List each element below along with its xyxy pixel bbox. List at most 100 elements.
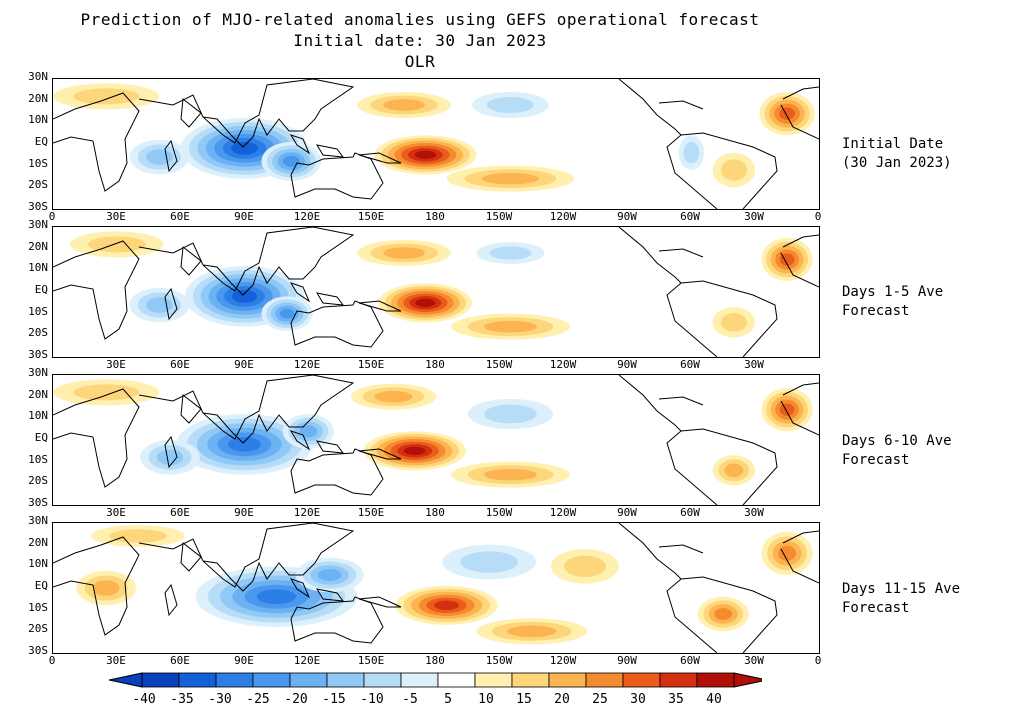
coastline <box>782 530 819 544</box>
coastline <box>180 542 202 572</box>
lon-label: 180 <box>425 506 445 519</box>
coastline <box>680 280 778 357</box>
coastline <box>138 375 355 444</box>
colorbar-swatch <box>696 672 735 688</box>
coastline <box>666 134 718 209</box>
lat-label: 30S <box>28 200 48 213</box>
lon-label: 150E <box>357 358 385 371</box>
colorbar-label: 15 <box>516 692 532 707</box>
panel-label: Days 1-5 Ave Forecast <box>842 283 943 321</box>
lon-label: 150E <box>357 654 385 667</box>
lon-label: 90E <box>234 210 254 223</box>
panel-label: Days 6-10 Ave Forecast <box>842 432 952 470</box>
coastline <box>780 400 819 436</box>
lon-label: 0 <box>814 654 822 667</box>
panel-label-line2: Forecast <box>842 600 910 616</box>
lon-label: 60W <box>680 210 700 223</box>
positive-anomaly-contour <box>482 172 539 185</box>
positive-anomaly-contour <box>109 529 167 543</box>
coastline <box>780 548 819 584</box>
colorbar-label: -5 <box>402 692 418 707</box>
coastline <box>290 596 384 644</box>
lon-label: 150E <box>357 210 385 223</box>
colorbar-label: 10 <box>478 692 494 707</box>
map-panel-initial <box>52 78 820 210</box>
positive-anomaly-contour <box>414 150 437 159</box>
positive-anomaly-contour <box>403 446 426 455</box>
negative-anomaly-contour <box>231 141 258 155</box>
map-field <box>53 227 819 357</box>
lat-label: 20S <box>28 474 48 487</box>
panel-label-line2: Forecast <box>842 452 910 468</box>
positive-anomaly-contour <box>720 313 747 332</box>
colorbar-label: 5 <box>444 692 452 707</box>
coastline <box>680 132 778 209</box>
positive-anomaly-contour <box>779 403 795 416</box>
positive-anomaly-contour <box>483 320 537 333</box>
coastline <box>358 300 402 312</box>
positive-anomaly-contour <box>383 247 425 259</box>
lon-label: 120W <box>549 210 577 223</box>
coastline <box>618 523 682 580</box>
coastline <box>666 578 718 653</box>
positive-anomaly-contour <box>779 253 795 266</box>
coastline <box>780 252 819 288</box>
lat-label: 20N <box>28 388 48 401</box>
lon-label: 60E <box>170 210 190 223</box>
lat-label: 20N <box>28 240 48 253</box>
coastline <box>782 382 819 396</box>
lon-label: 30W <box>744 210 764 223</box>
lon-label: 0 <box>814 210 822 223</box>
map-panel-days-6-10 <box>52 374 820 506</box>
colorbar-high-arrow <box>733 672 762 688</box>
coastline <box>618 79 682 136</box>
lon-label: 60E <box>170 506 190 519</box>
lon-label: 120E <box>293 358 321 371</box>
coastline <box>138 523 355 592</box>
coastline <box>164 139 178 173</box>
panel-label-line2: (30 Jan 2023) <box>842 155 952 171</box>
lon-label: 90W <box>617 210 637 223</box>
positive-anomaly-contour <box>92 580 120 596</box>
coastline <box>138 79 355 148</box>
coastline <box>658 544 704 554</box>
coastline <box>164 435 178 469</box>
positive-anomaly-contour <box>374 390 413 403</box>
lon-label: 150W <box>485 358 513 371</box>
positive-anomaly-contour <box>563 555 606 577</box>
negative-anomaly-contour <box>460 551 519 573</box>
lon-label: 120W <box>549 654 577 667</box>
lat-label: 10S <box>28 453 48 466</box>
panel-label-line1: Days 11-15 Ave <box>842 581 961 597</box>
colorbar-swatch <box>659 672 698 688</box>
negative-anomaly-contour <box>683 142 700 164</box>
colorbar-label: -40 <box>132 692 156 707</box>
lon-label: 30E <box>106 506 126 519</box>
positive-anomaly-contour <box>778 545 796 561</box>
coastline <box>658 396 704 406</box>
lat-label: 10N <box>28 557 48 570</box>
lat-label: 10N <box>28 261 48 274</box>
panel-label: Days 11-15 Ave Forecast <box>842 580 960 618</box>
lat-label: 10N <box>28 113 48 126</box>
positive-anomaly-contour <box>383 99 425 111</box>
lat-label: EQ <box>34 283 48 296</box>
coastline <box>164 287 178 321</box>
negative-anomaly-contour <box>299 425 318 438</box>
negative-anomaly-contour <box>282 155 300 167</box>
lat-label: 10N <box>28 409 48 422</box>
lat-label: EQ <box>34 431 48 444</box>
colorbar-swatch <box>511 672 550 688</box>
positive-anomaly-contour <box>434 600 460 611</box>
figure-title: Prediction of MJO-related anomalies usin… <box>80 10 760 29</box>
lat-label: 10S <box>28 601 48 614</box>
lon-label: 60W <box>680 358 700 371</box>
coastline <box>618 375 682 432</box>
lon-label: 60E <box>170 358 190 371</box>
coastline <box>666 282 718 357</box>
coastline <box>618 227 682 284</box>
colorbar-label: -35 <box>170 692 194 707</box>
colorbar-swatch <box>474 672 513 688</box>
colorbar-swatch <box>289 672 328 688</box>
panel-label-line1: Initial Date <box>842 136 944 152</box>
